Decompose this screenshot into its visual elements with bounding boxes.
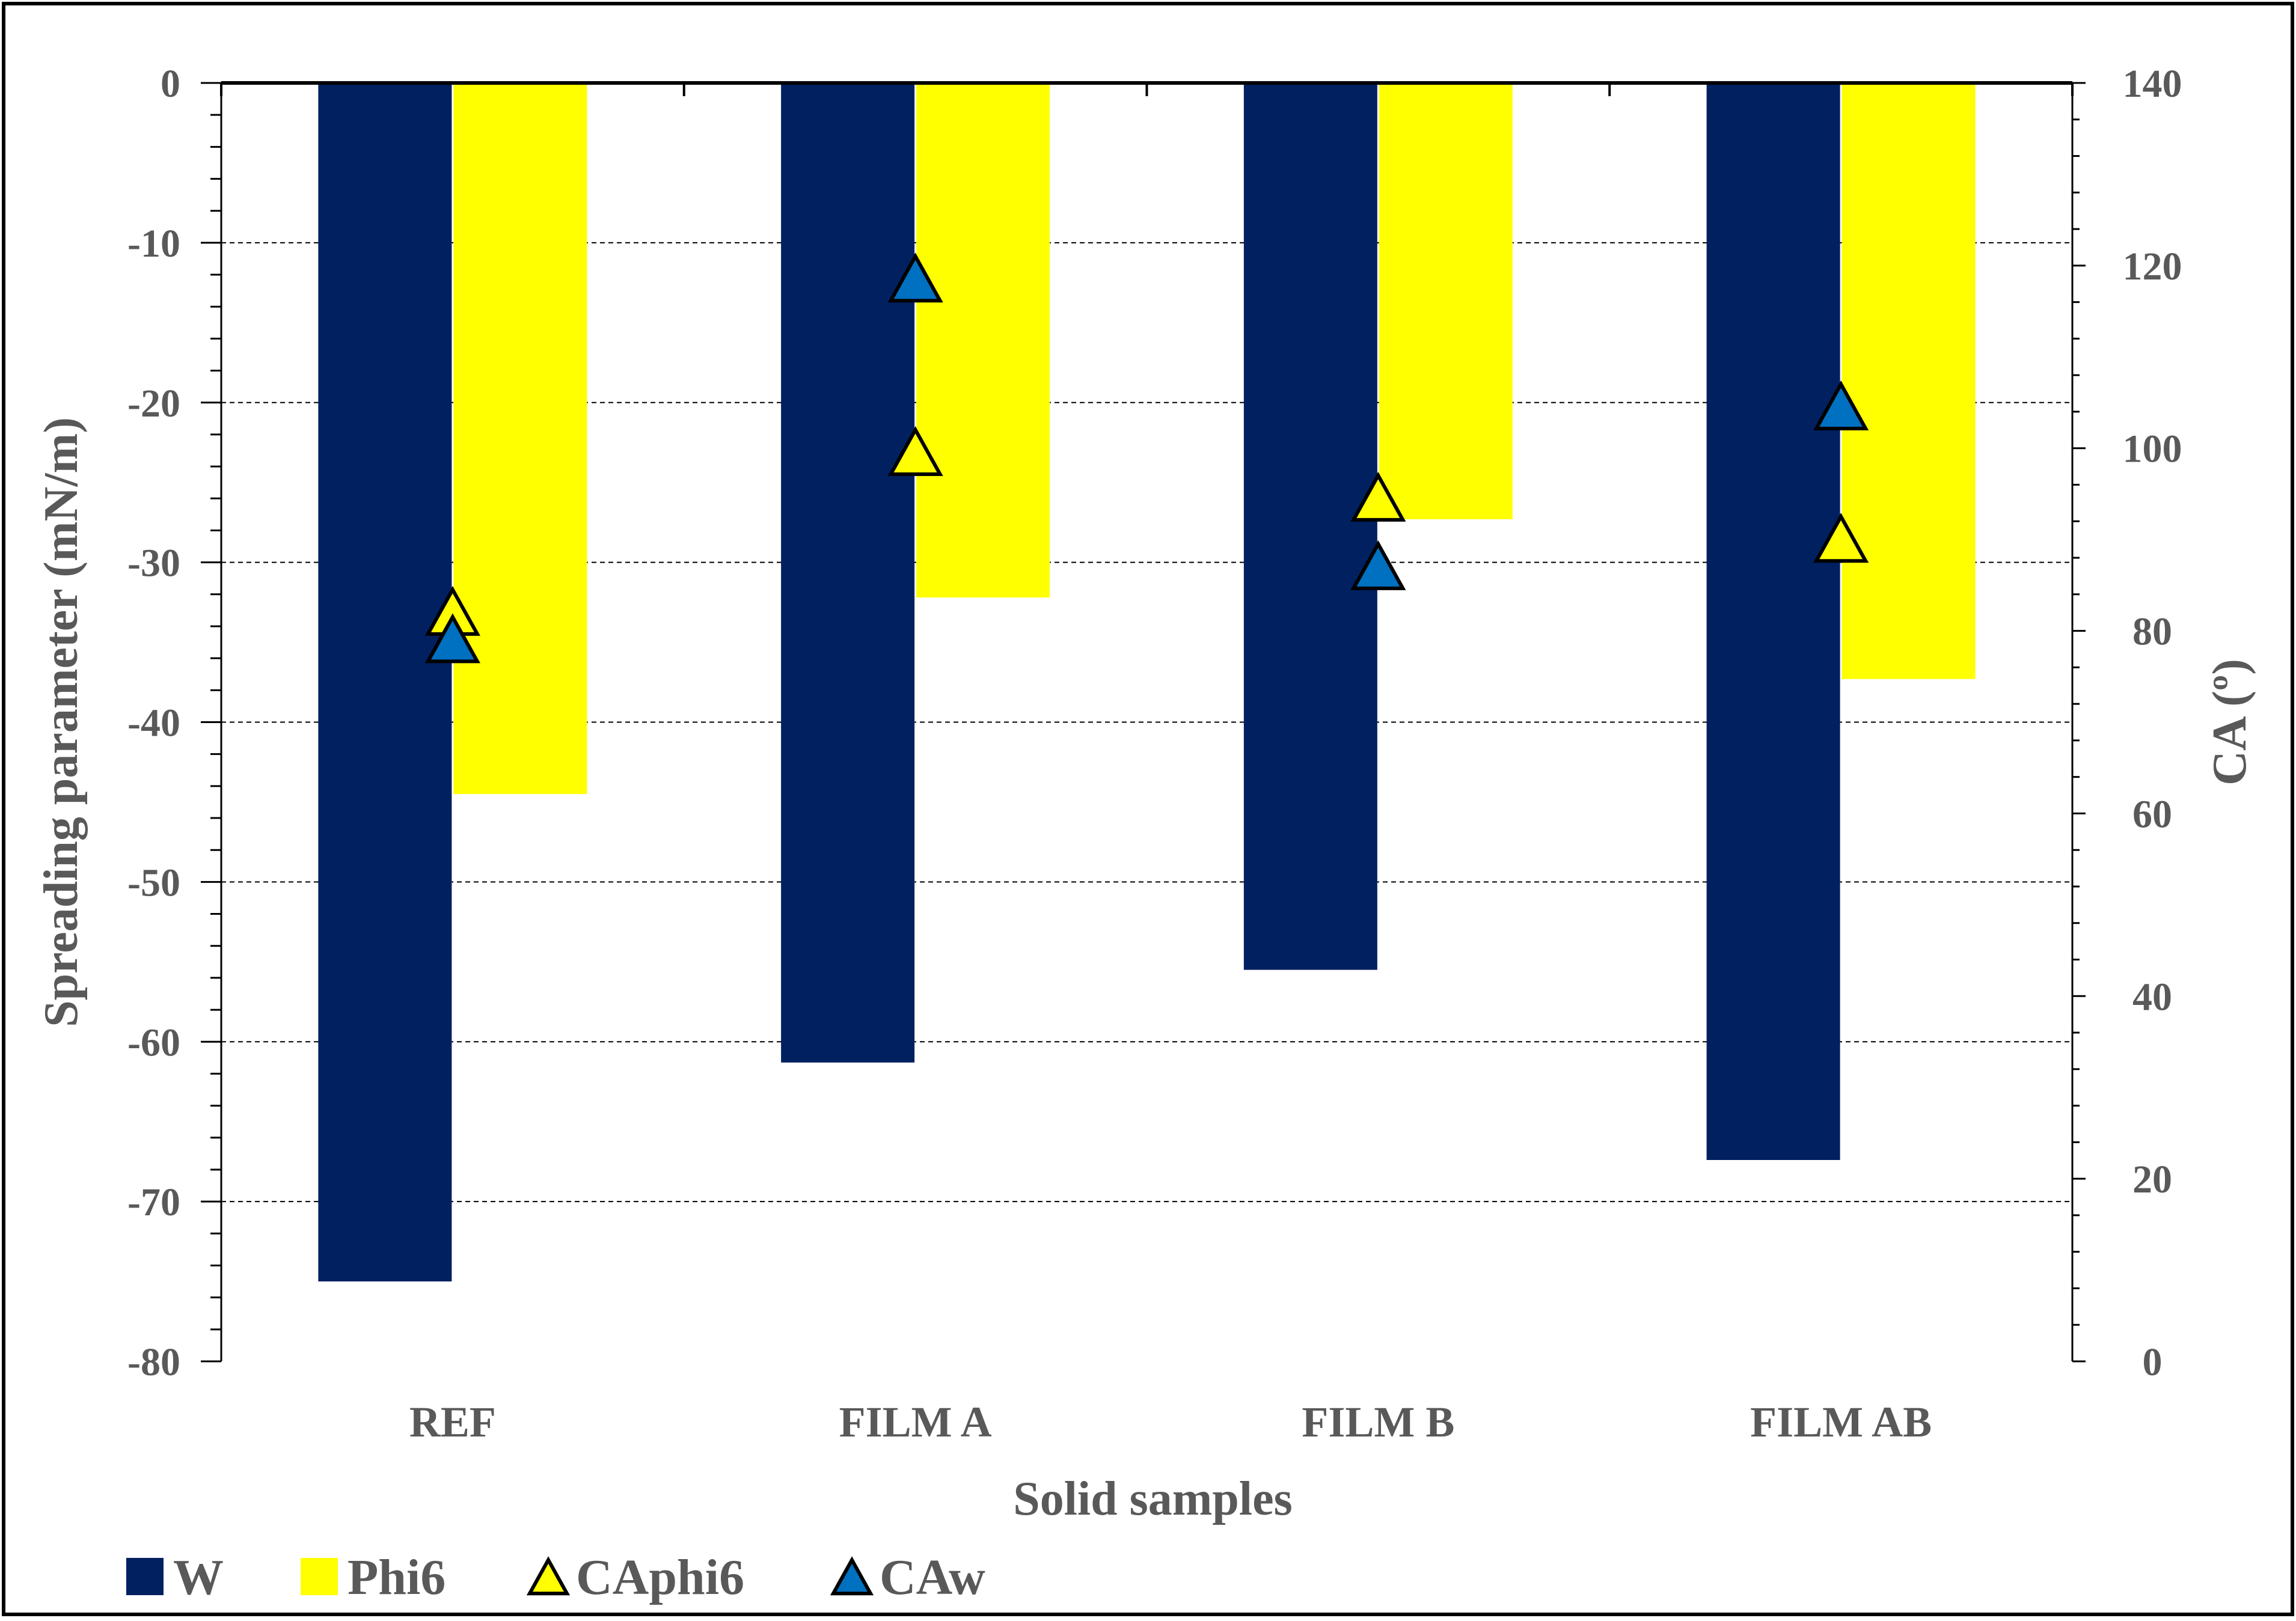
legend-label: Phi6 bbox=[347, 1549, 445, 1605]
labels: 0 -10 -20 -30 -40 -50 -60 -70 -80 0 20 40 60 80 100 120… bbox=[35, 62, 2256, 1525]
y2-tick-label: 0 bbox=[2143, 1340, 2163, 1384]
legend-label: W bbox=[173, 1549, 224, 1605]
y-tick-label: -50 bbox=[127, 861, 180, 905]
bar-phi6 bbox=[1379, 83, 1513, 519]
y2-tick-label: 60 bbox=[2132, 792, 2172, 836]
marker-caphi6 bbox=[1350, 471, 1406, 522]
y-tick-label: -70 bbox=[127, 1180, 180, 1224]
y-tick-label: -40 bbox=[127, 701, 180, 745]
y-tick-label: -80 bbox=[127, 1340, 180, 1384]
y2-tick-label: 100 bbox=[2123, 427, 2182, 471]
x-axis-title: Solid samples bbox=[1013, 1473, 1293, 1525]
y2-tick-label: 80 bbox=[2132, 610, 2172, 654]
marker-caw bbox=[887, 252, 943, 303]
category-label: FILM AB bbox=[1750, 1398, 1932, 1446]
legend-label: CAw bbox=[880, 1549, 985, 1605]
bar-w bbox=[318, 83, 452, 1282]
legend-swatch-caphi6 bbox=[526, 1556, 571, 1596]
y-axis-title: Spreading parameter (mN/m) bbox=[35, 417, 88, 1027]
y2-tick-label: 40 bbox=[2132, 975, 2172, 1019]
marker-caphi6 bbox=[1813, 513, 1869, 563]
marker-caw bbox=[1813, 380, 1869, 430]
legend-swatch-w bbox=[126, 1558, 164, 1595]
y2-tick-label: 120 bbox=[2123, 245, 2182, 288]
bar-phi6 bbox=[1841, 83, 1976, 679]
bar-phi6 bbox=[453, 83, 587, 795]
y2-tick-label: 20 bbox=[2132, 1158, 2172, 1201]
axes bbox=[201, 81, 2086, 1363]
category-label: FILM B bbox=[1302, 1398, 1454, 1446]
category-label: REF bbox=[409, 1398, 496, 1446]
y-tick-label: 0 bbox=[161, 62, 180, 106]
y2-tick-label: 140 bbox=[2123, 62, 2182, 106]
bar-w bbox=[781, 83, 915, 1063]
marker-caw bbox=[424, 613, 480, 664]
y-tick-label: -30 bbox=[127, 542, 180, 585]
y-tick-label: -20 bbox=[127, 382, 180, 426]
bar-w bbox=[1706, 83, 1840, 1160]
legend: W Phi6 CAphi6 CAw bbox=[126, 1549, 985, 1605]
bar-w bbox=[1243, 83, 1377, 970]
bars bbox=[318, 83, 1976, 1282]
category-label: FILM A bbox=[839, 1398, 992, 1446]
legend-label: CAphi6 bbox=[576, 1549, 744, 1605]
y2-axis-title: CA (º) bbox=[2203, 659, 2256, 786]
markers bbox=[424, 252, 1869, 664]
bar-phi6 bbox=[916, 83, 1050, 598]
legend-swatch-phi6 bbox=[301, 1558, 338, 1595]
legend-swatch-caw bbox=[830, 1556, 874, 1596]
marker-caphi6 bbox=[887, 426, 943, 476]
marker-caw bbox=[1350, 540, 1406, 590]
y-tick-label: -10 bbox=[127, 222, 180, 266]
y-tick-label: -60 bbox=[127, 1021, 180, 1064]
